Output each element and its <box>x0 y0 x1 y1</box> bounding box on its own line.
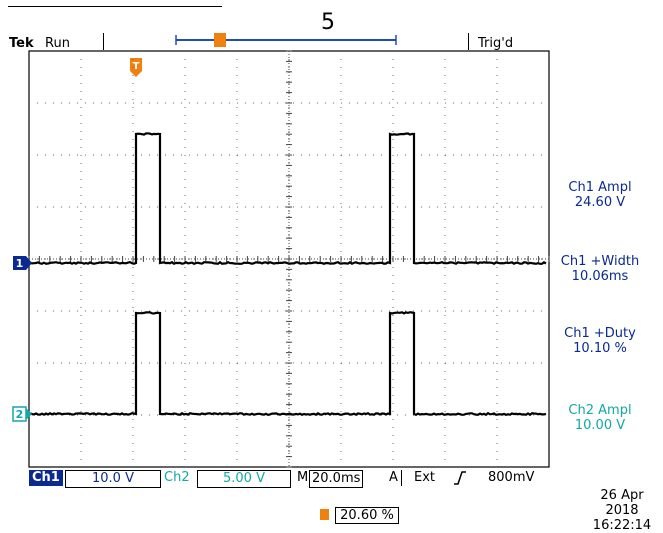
settings-divider <box>401 470 402 486</box>
measurement-value: 24.60 V <box>545 195 655 210</box>
ch2-marker-label: 2 <box>16 408 24 421</box>
trigger-position-value: 20.60 % <box>335 507 399 524</box>
timebase-value[interactable]: 20.0ms <box>309 470 363 488</box>
rising-edge-icon <box>453 471 467 485</box>
date-text: 26 Apr 2018 <box>582 488 662 518</box>
trigger-mode: A <box>389 470 398 486</box>
measurement-ch2-ampl: Ch2 Ampl 10.00 V <box>545 403 655 433</box>
ch1-marker-label: 1 <box>16 257 24 270</box>
measurement-value: 10.00 V <box>545 418 655 433</box>
trigger-position-icon <box>320 509 329 520</box>
settings-bar: Ch1 10.0 V Ch2 5.00 V M 20.0ms A Ext 800… <box>29 470 549 488</box>
timebase-prefix: M <box>297 470 308 486</box>
ch1-scale[interactable]: 10.0 V <box>65 470 161 488</box>
measurement-value: 10.10 % <box>545 341 655 356</box>
measurement-label: Ch2 Ampl <box>545 403 655 418</box>
trigger-level[interactable]: 800mV <box>488 470 534 486</box>
measurement-value: 10.06ms <box>545 269 655 284</box>
measurement-label: Ch1 +Duty <box>545 326 655 341</box>
trigger-position-readout: 20.60 % <box>320 508 399 523</box>
measurement-ch1-width: Ch1 +Width 10.06ms <box>545 254 655 284</box>
measurement-ch1-duty: Ch1 +Duty 10.10 % <box>545 326 655 356</box>
graticule <box>29 51 549 467</box>
time-text: 16:22:14 <box>582 518 662 533</box>
measurement-label: Ch1 +Width <box>545 254 655 269</box>
ch2-scale[interactable]: 5.00 V <box>197 470 291 488</box>
ch1-waveform <box>30 133 546 263</box>
ch1-name-badge[interactable]: Ch1 <box>29 470 63 486</box>
measurement-ch1-ampl: Ch1 Ampl 24.60 V <box>545 180 655 210</box>
ch2-name[interactable]: Ch2 <box>164 470 190 486</box>
trigger-source[interactable]: Ext <box>414 470 435 486</box>
timestamp: 26 Apr 2018 16:22:14 <box>582 488 662 533</box>
measurement-label: Ch1 Ampl <box>545 180 655 195</box>
